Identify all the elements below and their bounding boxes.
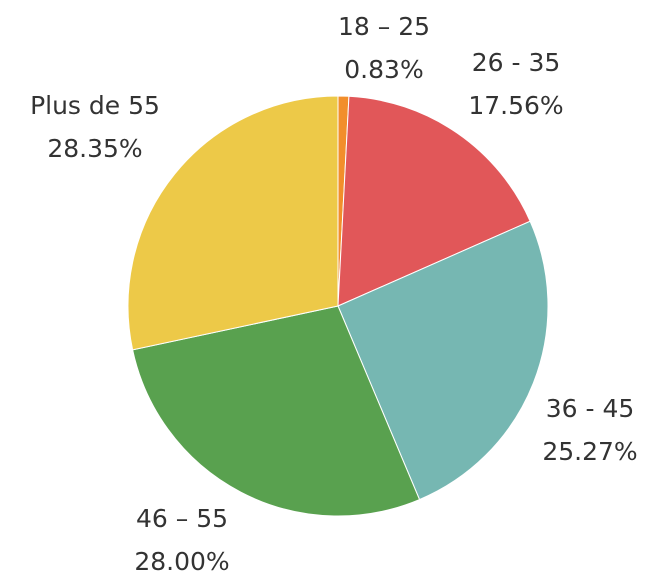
slice-category-label: 18 – 25 <box>338 12 430 41</box>
slice-value-label: 17.56% <box>468 91 563 120</box>
pie-slice <box>127 95 339 351</box>
slice-value-label: 25.27% <box>542 437 637 466</box>
slice-category-label: Plus de 55 <box>30 91 160 120</box>
slice-value-label: 0.83% <box>344 55 423 84</box>
slice-category-label: 36 - 45 <box>546 394 635 423</box>
slice-value-label: 28.35% <box>47 134 142 163</box>
slice-category-label: 46 – 55 <box>136 504 228 533</box>
slice-value-label: 28.00% <box>134 547 229 576</box>
slice-category-label: 26 - 35 <box>472 48 561 77</box>
pie-slice <box>337 95 531 307</box>
pie-slice <box>132 305 421 517</box>
